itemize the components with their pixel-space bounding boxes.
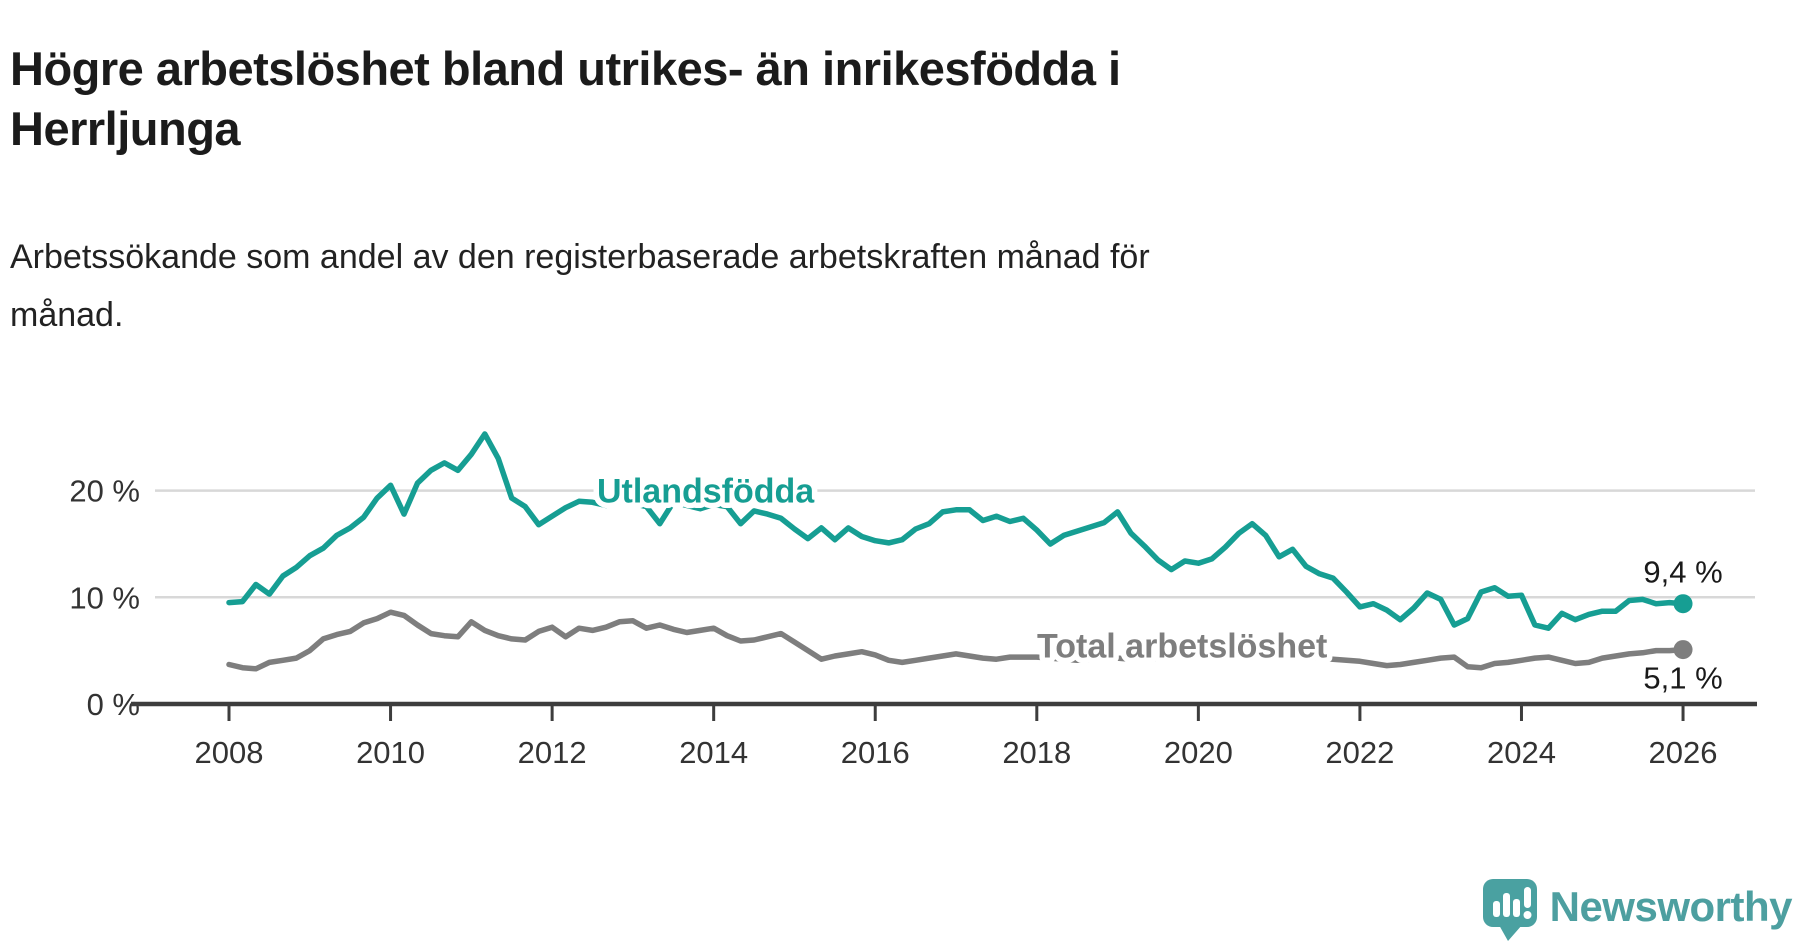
x-tick-label-2012: 2012	[518, 735, 587, 770]
x-tick-label-2022: 2022	[1325, 735, 1394, 770]
x-tick-label-2018: 2018	[1002, 735, 1071, 770]
x-tick-label-2010: 2010	[356, 735, 425, 770]
x-tick-label-2014: 2014	[679, 735, 748, 770]
newsworthy-bubble-chart-icon	[1482, 879, 1537, 941]
subtitle-line-2: månad.	[10, 296, 124, 335]
page-subtitle: Arbetssökande som andel av den registerb…	[10, 228, 1660, 345]
end-value-label-total-arbetsl-shet: 5,1 %	[1643, 661, 1722, 696]
subtitle-line-1: Arbetssökande som andel av den registerb…	[10, 238, 1150, 276]
series-line-total-arbetsl-shet	[226, 609, 1686, 672]
series-label-utlandsf-dda: Utlandsfödda	[597, 473, 815, 511]
end-dot-total-arbetsl-shet	[1673, 640, 1693, 660]
page-title: Högre arbetslöshet bland utrikes- än inr…	[10, 39, 1550, 157]
x-tick-label-2016: 2016	[841, 735, 910, 770]
x-tick-label-2008: 2008	[195, 735, 264, 770]
series-line-utlandsf-dda	[226, 431, 1686, 631]
title-line-1: Högre arbetslöshet bland utrikes- än inr…	[10, 42, 1121, 96]
x-tick-label-2024: 2024	[1487, 735, 1556, 770]
x-tick-label-2026: 2026	[1649, 735, 1718, 770]
newsworthy-logo: Newsworthy	[1482, 878, 1793, 942]
y-tick-label-10: 10 %	[69, 580, 140, 615]
series-label-total-arbetsl-shet: Total arbetslöshet	[1037, 627, 1327, 665]
title-line-2: Herrljunga	[10, 101, 241, 155]
y-tick-label-20: 20 %	[69, 474, 140, 509]
newsworthy-wordmark: Newsworthy	[1549, 883, 1793, 930]
end-dot-utlandsf-dda	[1673, 594, 1693, 614]
end-value-label-utlandsf-dda: 9,4 %	[1643, 555, 1722, 590]
x-tick-label-2020: 2020	[1164, 735, 1233, 770]
